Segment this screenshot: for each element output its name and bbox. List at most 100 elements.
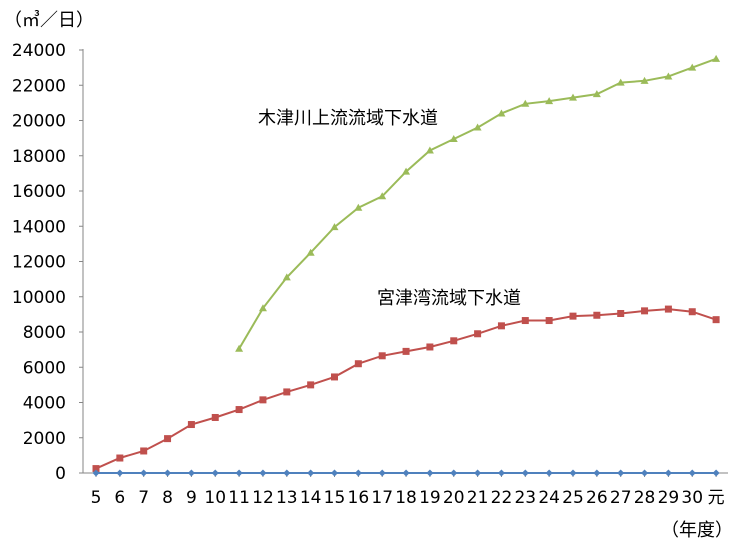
data-point <box>712 469 720 477</box>
data-point <box>140 469 148 477</box>
data-point <box>92 465 100 473</box>
x-tick-label: 11 <box>228 488 250 508</box>
data-point <box>592 90 601 98</box>
y-tick-labels: 0 2000 4000 6000 8000 10000 12000 14000 16000 180… <box>12 41 83 484</box>
data-point <box>235 469 243 477</box>
y-tick-label: 16000 <box>12 182 66 202</box>
data-point <box>497 322 505 330</box>
data-point <box>641 307 649 315</box>
data-point <box>450 469 458 477</box>
y-tick-label: 2000 <box>23 429 66 449</box>
x-tick-label: 16 <box>348 488 370 508</box>
x-tick-label: 17 <box>371 488 393 508</box>
data-point <box>354 469 362 477</box>
data-point <box>425 146 434 154</box>
data-point <box>712 316 720 324</box>
data-point <box>473 123 482 131</box>
data-point <box>569 93 577 101</box>
data-point <box>664 305 672 313</box>
data-point <box>688 63 697 71</box>
data-point <box>402 167 411 175</box>
data-point <box>497 469 505 477</box>
data-point <box>617 469 625 477</box>
data-point <box>617 309 625 317</box>
data-point <box>283 388 291 396</box>
data-point <box>164 469 172 477</box>
data-point <box>164 435 172 443</box>
data-point <box>282 273 291 281</box>
y-tick-label: 14000 <box>12 217 66 237</box>
data-point <box>497 109 506 117</box>
data-point <box>402 347 410 355</box>
data-point <box>187 421 195 429</box>
data-point <box>92 469 100 477</box>
data-point <box>378 192 387 200</box>
data-point <box>449 135 458 143</box>
data-point <box>140 447 148 455</box>
x-tick-label: 13 <box>276 488 298 508</box>
data-point <box>545 317 553 325</box>
x-tick-label: 23 <box>514 488 536 508</box>
series-group <box>92 54 721 477</box>
x-tick-label: 12 <box>252 488 274 508</box>
data-point <box>664 469 672 477</box>
data-point <box>593 311 601 319</box>
x-tick-label: 10 <box>204 488 226 508</box>
data-point <box>259 396 267 404</box>
data-point <box>330 223 339 231</box>
series-2 <box>92 469 720 477</box>
data-point <box>545 469 553 477</box>
x-tick-label: 28 <box>634 488 656 508</box>
data-point <box>641 469 649 477</box>
data-point <box>235 406 243 414</box>
data-point <box>354 203 363 211</box>
data-point <box>521 99 530 107</box>
x-tick-label: 元 <box>708 488 725 508</box>
data-point <box>474 330 482 338</box>
data-point <box>259 469 267 477</box>
data-point <box>235 344 244 352</box>
data-point <box>211 469 219 477</box>
data-point <box>521 469 529 477</box>
y-tick-label: 0 <box>55 464 66 484</box>
data-point <box>211 413 219 421</box>
series-line <box>95 308 717 470</box>
data-point <box>402 469 410 477</box>
y-tick-label: 22000 <box>12 76 66 96</box>
x-tick-label: 24 <box>538 488 560 508</box>
data-point <box>569 312 577 320</box>
x-tick-labels: 5 6 7 8 9 10 11 12 13 14 15 16 17 18 19 20 21 22 23 24 25 26 2… <box>91 473 725 508</box>
x-tick-label: 15 <box>324 488 346 508</box>
y-tick-label: 24000 <box>12 41 66 61</box>
data-point <box>712 54 721 62</box>
x-tick-label: 7 <box>138 488 149 508</box>
x-tick-label: 30 <box>681 488 703 508</box>
data-point <box>258 304 267 312</box>
y-tick-label: 4000 <box>23 394 66 414</box>
y-tick-label: 20000 <box>12 112 66 132</box>
series-1 <box>92 305 720 473</box>
x-tick-label: 25 <box>562 488 584 508</box>
x-tick-label: 14 <box>300 488 322 508</box>
data-point <box>545 97 554 105</box>
x-tick-label: 22 <box>491 488 513 508</box>
data-point <box>688 308 696 316</box>
data-point <box>354 360 362 368</box>
data-point <box>426 343 434 351</box>
data-point <box>116 454 124 462</box>
y-tick-label: 18000 <box>12 147 66 167</box>
x-tick-label: 27 <box>610 488 632 508</box>
data-point <box>307 469 315 477</box>
x-tick-label: 21 <box>467 488 489 508</box>
y-tick-label: 12000 <box>12 253 66 273</box>
x-tick-label: 8 <box>162 488 173 508</box>
data-point <box>331 373 338 381</box>
data-point <box>593 469 601 477</box>
data-point <box>426 469 434 477</box>
y-tick-label: 6000 <box>23 358 66 378</box>
data-point <box>116 469 124 477</box>
data-point <box>450 337 458 345</box>
data-point <box>283 469 291 477</box>
x-tick-label: 26 <box>586 488 608 508</box>
data-point <box>664 72 673 80</box>
